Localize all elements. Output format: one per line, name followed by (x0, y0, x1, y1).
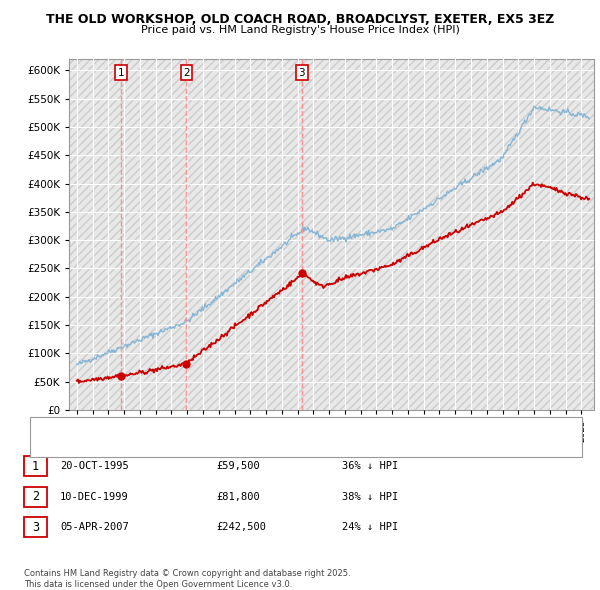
Text: 2: 2 (183, 68, 190, 78)
Text: THE OLD WORKSHOP, OLD COACH ROAD, BROADCLYST, EXETER, EX5 3EZ: THE OLD WORKSHOP, OLD COACH ROAD, BROADC… (46, 13, 554, 26)
Text: HPI: Average price, detached house, East Devon: HPI: Average price, detached house, East… (67, 441, 276, 451)
Text: 05-APR-2007: 05-APR-2007 (60, 523, 129, 532)
Text: 3: 3 (299, 68, 305, 78)
Text: £242,500: £242,500 (216, 523, 266, 532)
Text: 38% ↓ HPI: 38% ↓ HPI (342, 492, 398, 502)
Text: 3: 3 (32, 521, 39, 534)
Text: £59,500: £59,500 (216, 461, 260, 471)
Text: 2: 2 (32, 490, 39, 503)
Text: 20-OCT-1995: 20-OCT-1995 (60, 461, 129, 471)
Text: 1: 1 (118, 68, 124, 78)
Text: £81,800: £81,800 (216, 492, 260, 502)
Text: 36% ↓ HPI: 36% ↓ HPI (342, 461, 398, 471)
Text: 24% ↓ HPI: 24% ↓ HPI (342, 523, 398, 532)
Text: Contains HM Land Registry data © Crown copyright and database right 2025.
This d: Contains HM Land Registry data © Crown c… (24, 569, 350, 589)
Text: THE OLD WORKSHOP, OLD COACH ROAD, BROADCLYST, EXETER, EX5 3EZ (detached house): THE OLD WORKSHOP, OLD COACH ROAD, BROADC… (67, 424, 466, 433)
Text: 1: 1 (32, 460, 39, 473)
Text: Price paid vs. HM Land Registry's House Price Index (HPI): Price paid vs. HM Land Registry's House … (140, 25, 460, 35)
Text: 10-DEC-1999: 10-DEC-1999 (60, 492, 129, 502)
